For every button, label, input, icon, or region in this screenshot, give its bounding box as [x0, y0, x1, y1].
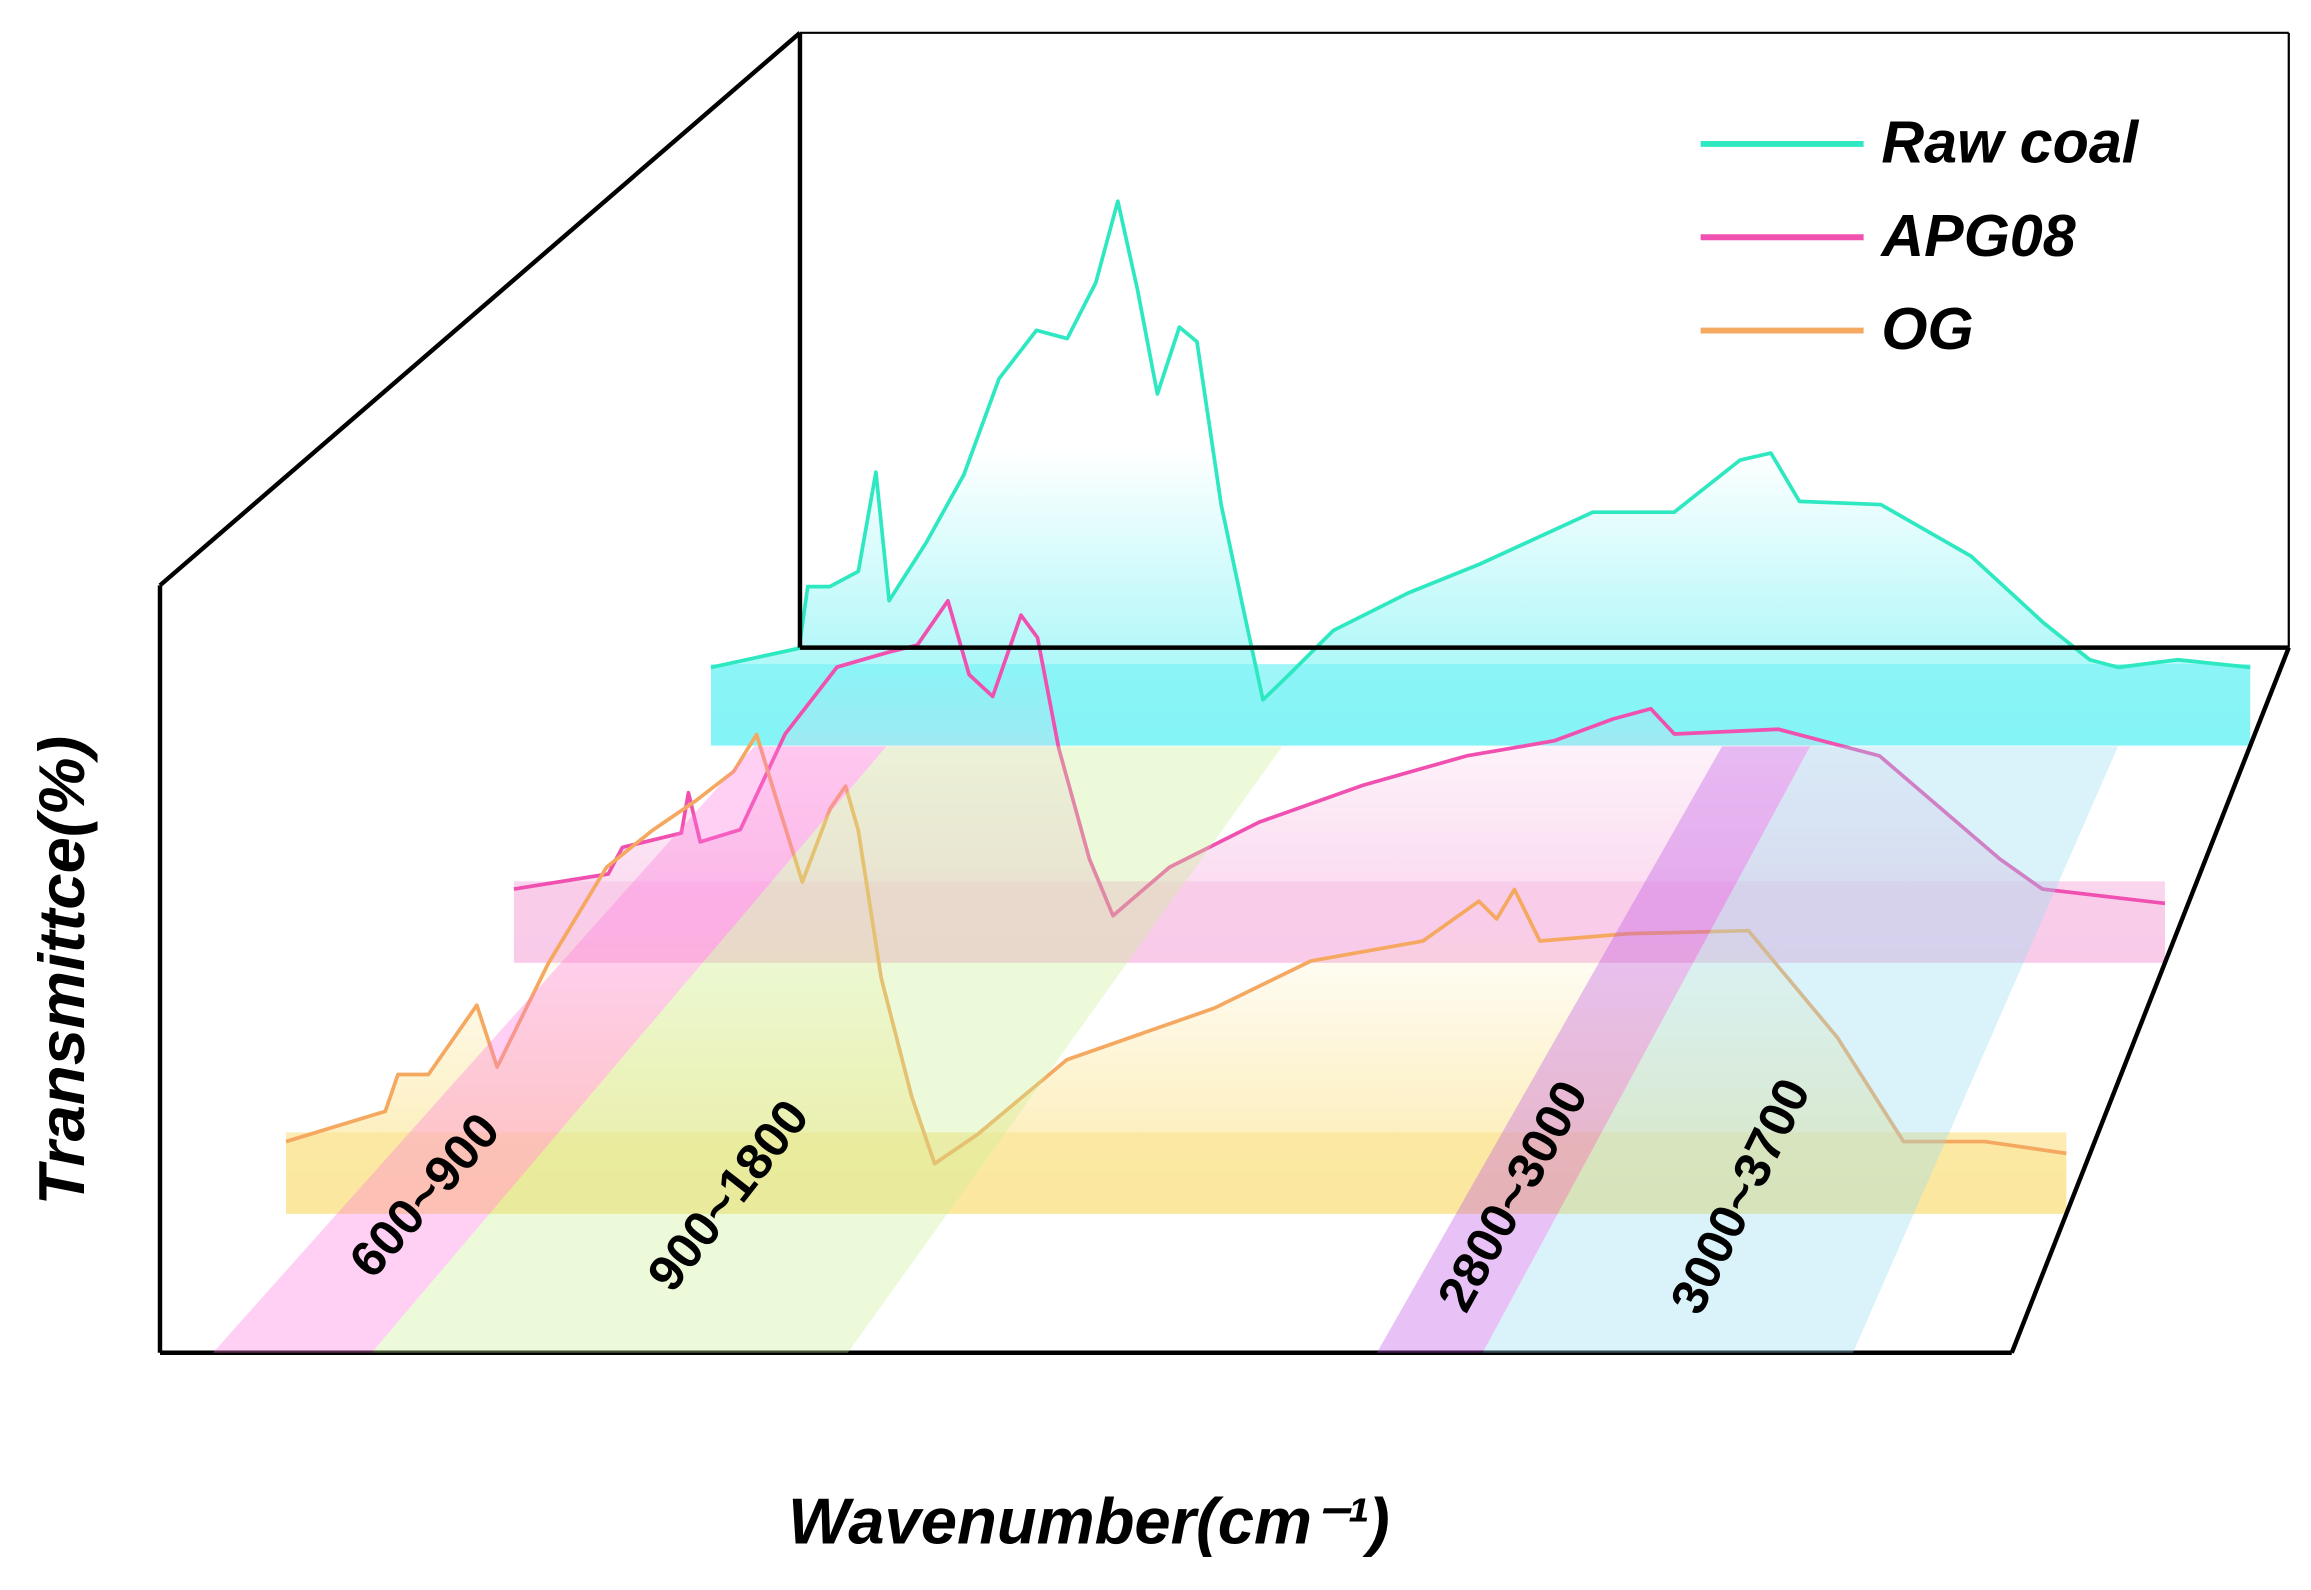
y-axis-title: Transmittce(%)	[25, 736, 98, 1206]
series-line	[285, 732, 2067, 1166]
frame-line	[158, 31, 802, 588]
series-line	[710, 199, 2251, 702]
region-band	[1482, 746, 2119, 1353]
legend-label: Raw coal	[1881, 109, 2139, 176]
x-axis-title: Wavenumber(cm⁻¹)	[788, 1484, 1390, 1557]
labels: Wavenumber(cm⁻¹) Transmittce(%) Raw coal…	[25, 109, 2140, 1558]
frame-line	[2009, 646, 2291, 1354]
legend-label: OG	[1881, 295, 1973, 362]
region-band	[371, 746, 1283, 1353]
region-band	[1376, 746, 1811, 1353]
series-line	[513, 598, 2166, 918]
legend-label: APG08	[1879, 202, 2075, 269]
frame	[157, 31, 2291, 1355]
region-band	[212, 746, 887, 1353]
regions: 600~900 900~1800 2800~3000 3000~3700	[212, 746, 2119, 1353]
series-band	[286, 1132, 2067, 1214]
